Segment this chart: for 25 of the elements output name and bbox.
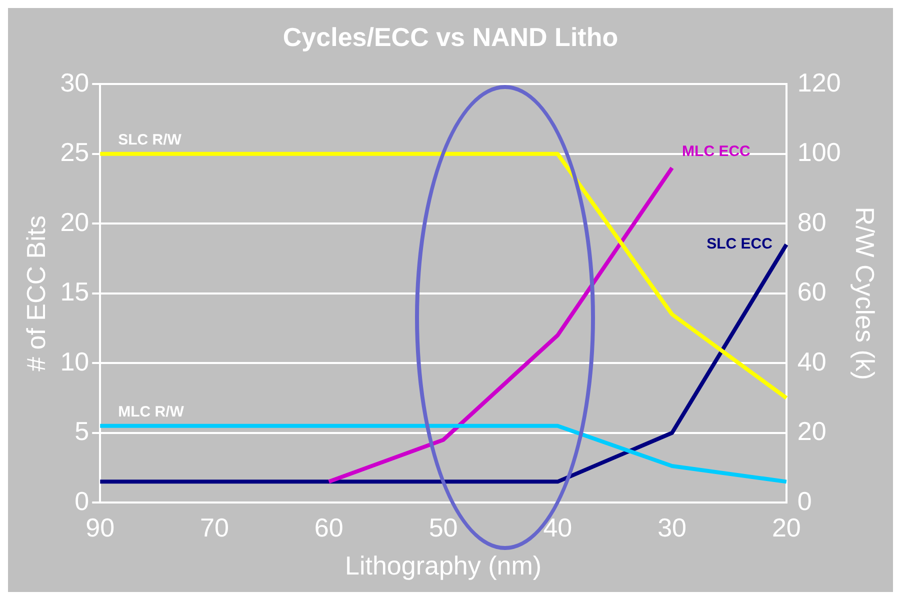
x-tick-label: 40 — [543, 512, 572, 542]
y-tick-label: 15 — [60, 276, 90, 307]
series-label: MLC ECC — [682, 143, 751, 160]
y2-tick-label: 60 — [797, 276, 826, 307]
x-tick-label: 30 — [658, 512, 686, 542]
y2-tick-label: 20 — [797, 416, 826, 446]
series-label: SLC ECC — [706, 236, 773, 253]
y2-tick-label: 80 — [797, 206, 826, 237]
x-tick-label: 50 — [428, 512, 458, 542]
series-label: MLC R/W — [118, 404, 185, 421]
y2-tick-label: 40 — [797, 346, 826, 376]
x-tick-label: 70 — [200, 512, 229, 542]
chart-title: Cycles/ECC vs NAND Litho — [282, 22, 618, 52]
y-tick-label: 10 — [60, 346, 90, 376]
y-tick-label: 20 — [60, 206, 90, 237]
y-tick-label: 30 — [60, 67, 90, 98]
y-tick-label: 5 — [74, 416, 90, 446]
x-axis-title: Lithography (nm) — [344, 550, 542, 581]
series-label: SLC R/W — [118, 132, 182, 149]
y-tick-label: 25 — [60, 137, 90, 168]
y2-tick-label: 100 — [797, 137, 841, 168]
y2-axis-title: R/W Cycles (k) — [850, 206, 880, 380]
y-axis-title: # of ECC Bits — [20, 215, 51, 372]
x-tick-label: 60 — [314, 512, 344, 542]
y2-tick-label: 120 — [797, 67, 841, 98]
